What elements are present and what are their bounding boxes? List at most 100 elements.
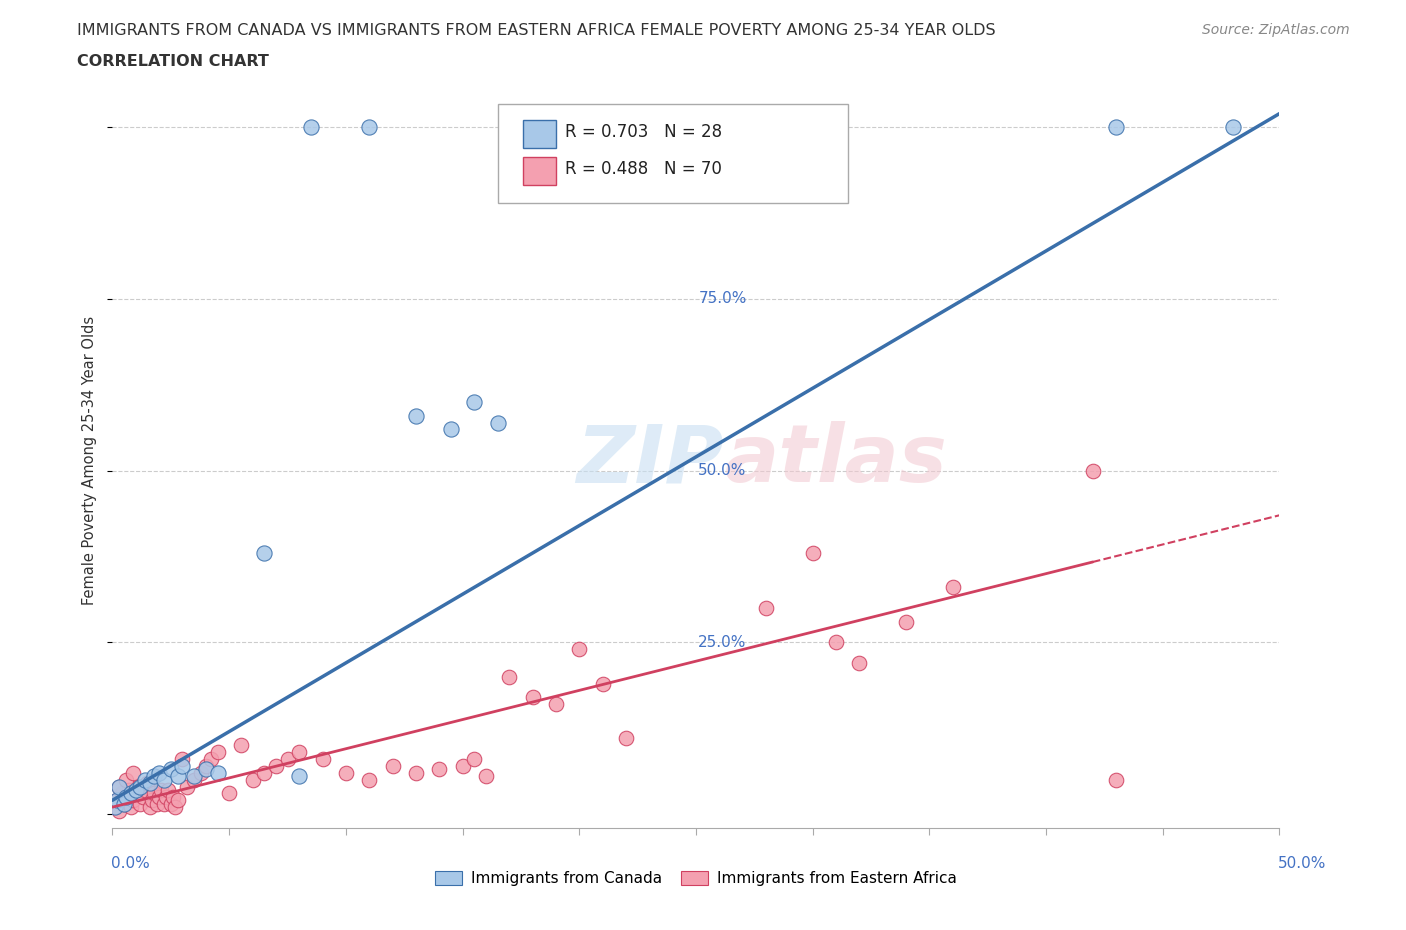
Point [229, 737, 252, 752]
Point [359, 120, 381, 135]
Point [150, 782, 173, 797]
Text: atlas: atlas [724, 421, 948, 499]
Point [108, 779, 131, 794]
Point [176, 779, 198, 794]
Point [568, 642, 591, 657]
Point [157, 782, 180, 797]
Point [207, 745, 229, 760]
Point [143, 769, 166, 784]
Point [104, 800, 127, 815]
Point [276, 751, 298, 766]
Point [755, 601, 778, 616]
Text: ZIP: ZIP [575, 421, 723, 499]
Point [165, 800, 187, 815]
Point [127, 779, 149, 794]
Point [359, 772, 381, 787]
Point [381, 759, 404, 774]
Point [134, 772, 156, 787]
Point [405, 765, 427, 780]
Point [1105, 120, 1128, 135]
Point [166, 792, 188, 807]
Point [129, 779, 152, 794]
Point [143, 786, 166, 801]
Point [942, 580, 965, 595]
Point [218, 786, 240, 801]
Point [463, 394, 485, 409]
Point [592, 676, 614, 691]
Point [335, 765, 357, 780]
FancyBboxPatch shape [523, 157, 555, 185]
Point [190, 765, 212, 780]
Point [122, 765, 145, 780]
Point [183, 769, 205, 784]
Point [160, 796, 183, 811]
Point [264, 759, 287, 774]
Point [288, 745, 311, 760]
Point [148, 765, 170, 780]
Point [134, 782, 156, 797]
Point [299, 120, 322, 135]
Point [498, 670, 520, 684]
Point [427, 762, 450, 777]
Point [825, 635, 848, 650]
Point [148, 790, 170, 804]
Point [125, 782, 148, 797]
FancyBboxPatch shape [498, 104, 848, 204]
Text: R = 0.488   N = 70: R = 0.488 N = 70 [565, 160, 723, 178]
Point [242, 772, 264, 787]
Text: 25.0%: 25.0% [699, 635, 747, 650]
Point [118, 782, 141, 797]
Point [1105, 772, 1128, 787]
Point [153, 796, 176, 811]
Point [136, 776, 159, 790]
Point [105, 792, 128, 807]
Point [183, 772, 205, 787]
Point [105, 792, 128, 807]
Y-axis label: Female Poverty Among 25-34 Year Olds: Female Poverty Among 25-34 Year Olds [82, 316, 97, 604]
Point [801, 546, 824, 561]
Point [155, 790, 177, 804]
Point [311, 751, 333, 766]
Point [440, 422, 463, 437]
Point [132, 790, 155, 804]
Point [160, 762, 183, 777]
Point [172, 751, 194, 766]
Point [115, 790, 138, 804]
Point [172, 759, 194, 774]
Point [122, 792, 145, 807]
Point [522, 690, 544, 705]
Point [894, 615, 917, 630]
Text: 50.0%: 50.0% [1278, 857, 1326, 871]
Point [115, 790, 138, 804]
Point [139, 800, 162, 815]
Point [848, 656, 870, 671]
Point [120, 800, 142, 815]
Point [104, 800, 127, 815]
Point [475, 769, 498, 784]
Text: 50.0%: 50.0% [699, 463, 747, 478]
Point [146, 796, 169, 811]
Point [288, 769, 311, 784]
Point [108, 779, 131, 794]
Point [115, 772, 138, 787]
Point [112, 796, 135, 811]
Point [141, 792, 163, 807]
Point [153, 772, 176, 787]
Text: 100.0%: 100.0% [699, 120, 756, 135]
Point [486, 415, 509, 430]
Point [405, 408, 427, 423]
Point [544, 697, 567, 711]
Point [108, 804, 131, 818]
Text: R = 0.703   N = 28: R = 0.703 N = 28 [565, 123, 723, 141]
Text: CORRELATION CHART: CORRELATION CHART [77, 54, 269, 69]
Point [253, 546, 276, 561]
Point [194, 762, 217, 777]
Point [207, 765, 229, 780]
Point [111, 786, 134, 801]
Text: 75.0%: 75.0% [699, 291, 747, 307]
Text: Source: ZipAtlas.com: Source: ZipAtlas.com [1202, 23, 1350, 37]
Point [194, 759, 217, 774]
Text: 0.0%: 0.0% [111, 857, 150, 871]
Point [166, 769, 188, 784]
Point [112, 796, 135, 811]
